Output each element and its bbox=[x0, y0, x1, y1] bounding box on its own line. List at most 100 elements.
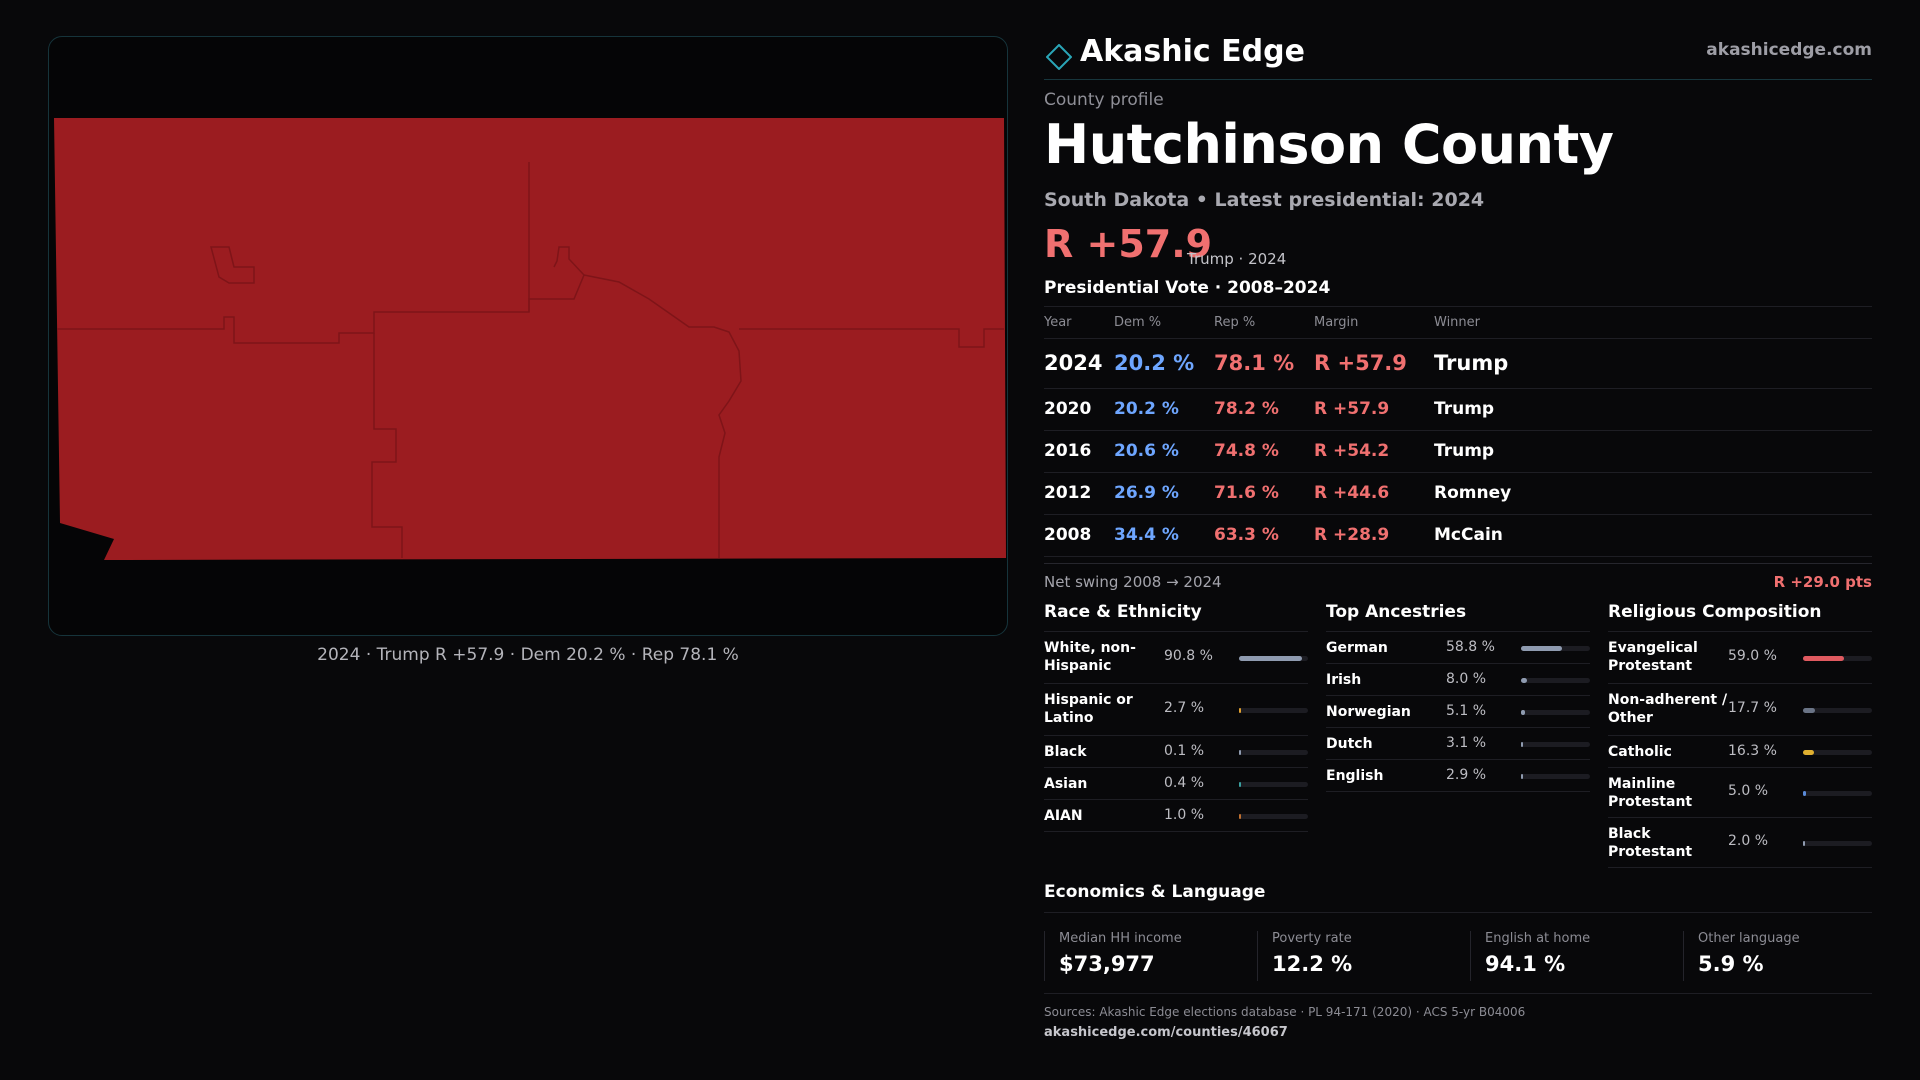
row-rep: 74.8 % bbox=[1214, 441, 1279, 461]
stat-other-language: Other language 5.9 % bbox=[1683, 931, 1800, 981]
source-url-link[interactable]: akashicedge.com/counties/46067 bbox=[1044, 1025, 1288, 1040]
religion-title: Religious Composition bbox=[1608, 600, 1872, 632]
ancestry-title: Top Ancestries bbox=[1326, 600, 1590, 632]
religion-bar bbox=[1803, 841, 1872, 846]
ancestry-bar bbox=[1521, 774, 1590, 779]
race-bar bbox=[1239, 656, 1308, 661]
race-ethnicity-title: Race & Ethnicity bbox=[1044, 600, 1308, 632]
row-winner: Trump bbox=[1434, 351, 1509, 375]
race-row: Hispanic or Latino 2.7 % bbox=[1044, 684, 1308, 736]
row-year: 2008 bbox=[1044, 525, 1092, 545]
header-year: Year bbox=[1044, 315, 1072, 330]
race-row: Asian 0.4 % bbox=[1044, 768, 1308, 800]
row-year: 2020 bbox=[1044, 399, 1092, 419]
county-map[interactable] bbox=[49, 37, 1008, 636]
religion-bar-fill bbox=[1803, 841, 1805, 846]
ancestry-value: 5.1 % bbox=[1446, 703, 1487, 719]
ancestry-bar-fill bbox=[1521, 774, 1523, 779]
row-rep: 78.1 % bbox=[1214, 351, 1295, 375]
row-dem: 34.4 % bbox=[1114, 525, 1179, 545]
header-winner: Winner bbox=[1434, 315, 1481, 330]
stat-value: $73,977 bbox=[1059, 952, 1155, 976]
row-margin: R +57.9 bbox=[1314, 399, 1390, 419]
ancestry-value: 2.9 % bbox=[1446, 767, 1487, 783]
religion-bar-fill bbox=[1803, 791, 1807, 796]
ancestry-label: German bbox=[1326, 640, 1388, 656]
row-rep: 71.6 % bbox=[1214, 483, 1279, 503]
row-dem: 20.6 % bbox=[1114, 441, 1179, 461]
row-rep: 63.3 % bbox=[1214, 525, 1279, 545]
row-margin: R +28.9 bbox=[1314, 525, 1390, 545]
stat-value: 12.2 % bbox=[1272, 952, 1353, 976]
page-subtitle: South Dakota • Latest presidential: 2024 bbox=[1044, 189, 1485, 211]
header-rep: Rep % bbox=[1214, 315, 1256, 330]
religion-row: Mainline Protestant 5.0 % bbox=[1608, 768, 1872, 818]
religion-bar bbox=[1803, 708, 1872, 713]
row-margin: R +54.2 bbox=[1314, 441, 1390, 461]
net-swing-value: R +29.0 pts bbox=[1773, 573, 1872, 591]
religion-bar bbox=[1803, 750, 1872, 755]
econ-stats: Median HH income $73,977 Poverty rate 12… bbox=[1044, 912, 1872, 994]
religion-label: Catholic bbox=[1608, 744, 1672, 760]
race-bar-fill bbox=[1239, 656, 1302, 661]
religion-value: 5.0 % bbox=[1728, 783, 1769, 799]
race-row: White, non-Hispanic 90.8 % bbox=[1044, 632, 1308, 684]
religion-value: 2.0 % bbox=[1728, 833, 1769, 849]
brand-header: Akashic Edge akashicedge.com bbox=[1044, 32, 1872, 80]
map-panel[interactable] bbox=[48, 36, 1008, 636]
table-row: 2012 26.9 % 71.6 % R +44.6 Romney bbox=[1044, 473, 1872, 515]
stat-label: Other language bbox=[1698, 931, 1800, 946]
table-row: 2024 20.2 % 78.1 % R +57.9 Trump bbox=[1044, 339, 1872, 389]
brand-url-link[interactable]: akashicedge.com bbox=[1706, 40, 1872, 60]
table-row: 2008 34.4 % 63.3 % R +28.9 McCain bbox=[1044, 515, 1872, 557]
race-bar-fill bbox=[1239, 708, 1241, 713]
race-label: Black bbox=[1044, 744, 1087, 760]
race-value: 1.0 % bbox=[1164, 807, 1205, 823]
religion-row: Evangelical Protestant 59.0 % bbox=[1608, 632, 1872, 684]
header-margin: Margin bbox=[1314, 315, 1359, 330]
ancestry-row: Irish 8.0 % bbox=[1326, 664, 1590, 696]
race-label: Asian bbox=[1044, 776, 1088, 792]
stat-label: Poverty rate bbox=[1272, 931, 1352, 946]
race-bar bbox=[1239, 750, 1308, 755]
race-bar-fill bbox=[1239, 814, 1241, 819]
ancestry-bar-fill bbox=[1521, 710, 1525, 715]
row-year: 2024 bbox=[1044, 351, 1103, 375]
race-label: White, non-Hispanic bbox=[1044, 640, 1136, 674]
religion-row: Non-adherent / Other 17.7 % bbox=[1608, 684, 1872, 736]
row-year: 2016 bbox=[1044, 441, 1092, 461]
row-dem: 20.2 % bbox=[1114, 351, 1195, 375]
headline-note: Trump · 2024 bbox=[1187, 250, 1287, 268]
race-bar bbox=[1239, 708, 1308, 713]
race-value: 90.8 % bbox=[1164, 648, 1213, 664]
stat-value: 5.9 % bbox=[1698, 952, 1764, 976]
race-value: 0.4 % bbox=[1164, 775, 1205, 791]
page-kicker: County profile bbox=[1044, 90, 1164, 110]
religion-value: 16.3 % bbox=[1728, 743, 1777, 759]
econ-section-title: Economics & Language bbox=[1044, 882, 1266, 902]
race-ethnicity-panel: Race & Ethnicity White, non-Hispanic 90.… bbox=[1044, 600, 1308, 832]
ancestry-row: Norwegian 5.1 % bbox=[1326, 696, 1590, 728]
vote-table: Year Dem % Rep % Margin Winner 2024 20.2… bbox=[1044, 306, 1872, 557]
page-title: Hutchinson County bbox=[1044, 113, 1614, 176]
profile-column: Akashic Edge akashicedge.com County prof… bbox=[1044, 0, 1872, 1080]
religion-label: Mainline Protestant bbox=[1608, 776, 1693, 810]
row-winner: Trump bbox=[1434, 399, 1495, 419]
religion-bar bbox=[1803, 656, 1872, 661]
religion-bar-fill bbox=[1803, 656, 1844, 661]
stat-label: Median HH income bbox=[1059, 931, 1182, 946]
religion-row: Black Protestant 2.0 % bbox=[1608, 818, 1872, 868]
religion-label: Non-adherent / Other bbox=[1608, 692, 1728, 726]
header-dem: Dem % bbox=[1114, 315, 1162, 330]
race-bar bbox=[1239, 782, 1308, 787]
ancestry-panel: Top Ancestries German 58.8 % Irish 8.0 %… bbox=[1326, 600, 1590, 792]
race-bar-fill bbox=[1239, 750, 1241, 755]
county-shape[interactable] bbox=[54, 118, 1006, 560]
religion-value: 17.7 % bbox=[1728, 700, 1777, 716]
vote-section-title: Presidential Vote · 2008–2024 bbox=[1044, 278, 1331, 298]
row-dem: 26.9 % bbox=[1114, 483, 1179, 503]
stat-median-income: Median HH income $73,977 bbox=[1044, 931, 1182, 981]
religion-value: 59.0 % bbox=[1728, 648, 1777, 664]
row-dem: 20.2 % bbox=[1114, 399, 1179, 419]
row-winner: Romney bbox=[1434, 483, 1512, 503]
